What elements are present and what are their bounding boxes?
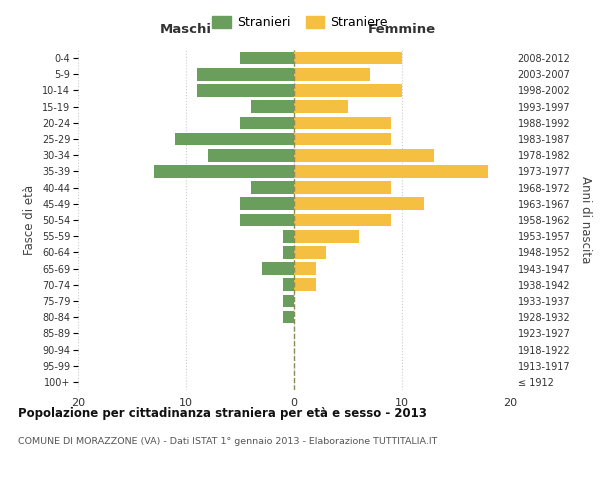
Y-axis label: Anni di nascita: Anni di nascita [579, 176, 592, 264]
Bar [294, 278, 316, 291]
Bar [240, 214, 294, 226]
Bar [294, 52, 402, 64]
Bar [240, 52, 294, 64]
Bar [262, 262, 294, 275]
Bar [251, 182, 294, 194]
Bar [175, 132, 294, 145]
Bar [283, 246, 294, 258]
Bar [283, 311, 294, 324]
Text: Maschi: Maschi [160, 24, 212, 36]
Bar [283, 230, 294, 242]
Bar [251, 100, 294, 113]
Bar [294, 132, 391, 145]
Bar [154, 165, 294, 177]
Y-axis label: Fasce di età: Fasce di età [23, 185, 37, 255]
Bar [294, 246, 326, 258]
Bar [283, 294, 294, 308]
Bar [294, 84, 402, 97]
Bar [294, 230, 359, 242]
Bar [208, 149, 294, 162]
Legend: Stranieri, Straniere: Stranieri, Straniere [207, 11, 393, 34]
Bar [283, 278, 294, 291]
Bar [294, 182, 391, 194]
Text: COMUNE DI MORAZZONE (VA) - Dati ISTAT 1° gennaio 2013 - Elaborazione TUTTITALIA.: COMUNE DI MORAZZONE (VA) - Dati ISTAT 1°… [18, 438, 437, 446]
Text: Femmine: Femmine [368, 24, 436, 36]
Bar [294, 198, 424, 210]
Text: Popolazione per cittadinanza straniera per età e sesso - 2013: Popolazione per cittadinanza straniera p… [18, 408, 427, 420]
Bar [294, 262, 316, 275]
Bar [240, 116, 294, 129]
Bar [197, 68, 294, 80]
Bar [197, 84, 294, 97]
Bar [294, 149, 434, 162]
Bar [294, 68, 370, 80]
Bar [294, 100, 348, 113]
Bar [294, 165, 488, 177]
Bar [294, 116, 391, 129]
Bar [294, 214, 391, 226]
Bar [240, 198, 294, 210]
